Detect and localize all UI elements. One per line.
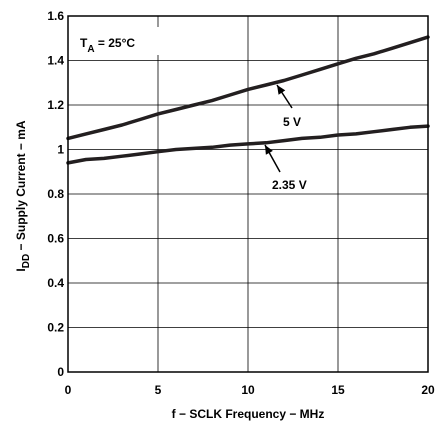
y-tick-label: 0.6 (47, 232, 64, 246)
arrow-2-35v (264, 144, 281, 173)
arrow-5v (276, 84, 293, 109)
series-label-2-35v: 2.35 V (272, 178, 307, 192)
annotation-arrows (264, 84, 293, 173)
grid (67, 15, 429, 373)
y-tick-label: 1.4 (47, 54, 64, 68)
x-tick-label: 5 (155, 383, 162, 397)
y-tick-label: 1.6 (47, 9, 64, 23)
plot-border (67, 15, 429, 373)
y-axis-title-prefix: I (14, 268, 28, 271)
y-tick-label: 1 (57, 143, 64, 157)
y-tick-label: 0.4 (47, 276, 64, 290)
condition-subscript: A (87, 44, 94, 55)
y-tick-label: 0.8 (47, 187, 64, 201)
series-line-2-35v (66, 124, 430, 165)
condition-symbol: T (80, 36, 88, 50)
y-tick-labels: 0 0.2 0.4 0.6 0.8 1 1.2 1.4 1.6 (47, 9, 64, 379)
y-tick-label: 0 (57, 365, 64, 379)
x-tick-labels: 0 5 10 15 20 (65, 383, 435, 397)
x-tick-label: 10 (241, 383, 255, 397)
x-axis-title: f − SCLK Frequency − MHz (172, 407, 325, 421)
y-axis-title-suffix: − Supply Current − mA (14, 120, 28, 254)
y-tick-label: 1.2 (47, 98, 64, 112)
y-axis-title: IDD − Supply Current − mA (14, 120, 32, 271)
y-axis-title-subscript: DD (21, 254, 32, 268)
series-line-5v (66, 35, 430, 141)
x-tick-label: 15 (331, 383, 345, 397)
series-layer (66, 35, 430, 165)
y-tick-label: 0.2 (47, 321, 64, 335)
series-label-5v: 5 V (283, 115, 301, 129)
x-tick-label: 20 (421, 383, 435, 397)
condition-label-background (72, 27, 196, 55)
condition-value: = 25°C (95, 36, 136, 50)
x-tick-label: 0 (65, 383, 72, 397)
condition-label: TA = 25°C (80, 36, 135, 55)
